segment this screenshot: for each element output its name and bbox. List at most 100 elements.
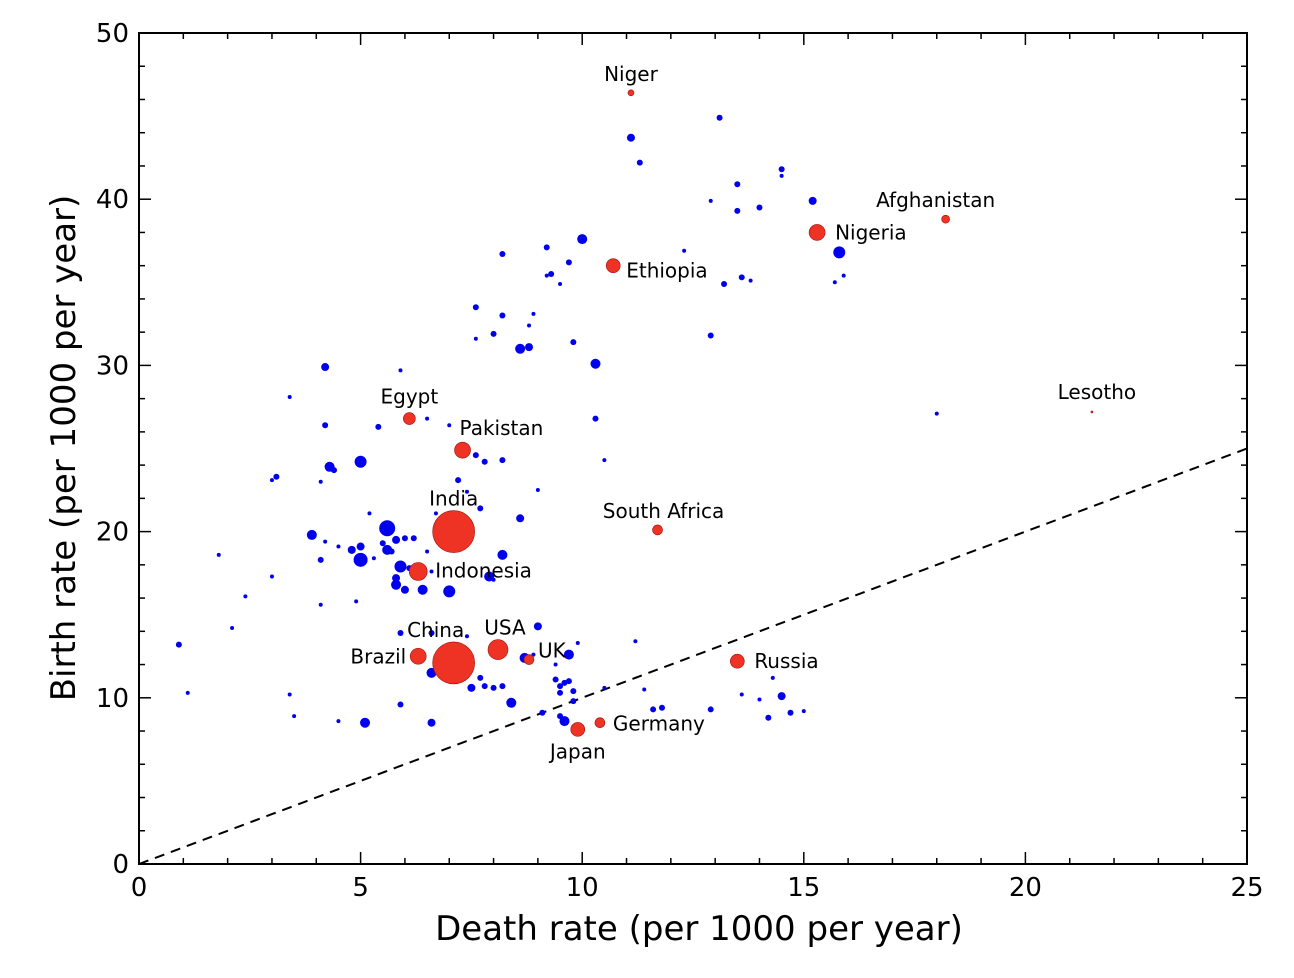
scatter-point	[185, 690, 190, 695]
scatter-point	[398, 368, 403, 373]
scatter-point	[428, 629, 435, 636]
scatter-point	[570, 688, 577, 695]
scatter-point	[347, 545, 356, 554]
scatter-point	[354, 599, 359, 604]
scatter-point	[499, 312, 506, 319]
scatter-point	[443, 585, 456, 598]
scatter-point	[354, 455, 367, 468]
scatter-point	[331, 467, 338, 474]
scatter-point	[499, 457, 506, 464]
highlighted-point	[409, 647, 427, 665]
scatter-point	[539, 709, 546, 716]
scatter-point	[516, 514, 525, 523]
scatter-point	[388, 548, 395, 555]
scatter-point	[433, 511, 438, 516]
scatter-point	[427, 718, 436, 727]
scatter-point	[467, 683, 476, 692]
point-label: China	[407, 618, 464, 642]
scatter-point	[557, 689, 564, 696]
scatter-point	[650, 706, 657, 713]
scatter-point	[570, 339, 577, 346]
scatter-point	[371, 556, 376, 561]
scatter-point	[292, 714, 297, 719]
scatter-point	[391, 579, 402, 590]
scatter-point	[392, 574, 401, 583]
scatter-point	[778, 166, 785, 173]
scatter-point	[525, 343, 534, 352]
scatter-point	[748, 278, 753, 283]
scatter-point	[322, 422, 329, 429]
scatter-point	[721, 280, 728, 287]
scatter-point	[400, 585, 409, 594]
scatter-point	[553, 662, 558, 667]
scatter-point	[734, 207, 741, 214]
highlighted-point	[570, 722, 586, 737]
scatter-point	[477, 505, 484, 512]
scatter-point	[707, 706, 714, 713]
scatter-point	[379, 540, 386, 547]
y-tick-label: 20	[96, 518, 129, 548]
scatter-point	[602, 685, 607, 690]
scatter-point	[401, 535, 408, 542]
highlighted-point	[941, 214, 950, 224]
scatter-point	[490, 330, 497, 337]
scatter-point	[336, 544, 341, 549]
scatter-point	[515, 343, 526, 354]
y-tick-label: 0	[112, 850, 129, 880]
point-label: Afghanistan	[876, 188, 995, 212]
highlighted-point	[487, 639, 509, 660]
scatter-point	[548, 270, 555, 277]
point-label: Egypt	[380, 385, 438, 409]
reference-line	[138, 447, 1248, 865]
scatter-point	[531, 311, 536, 316]
scatter-point	[642, 687, 647, 692]
x-tick-label: 15	[787, 873, 820, 903]
scatter-point	[636, 159, 643, 166]
x-tick-label: 0	[131, 873, 148, 903]
scatter-point	[484, 571, 495, 582]
y-axis-title: Birth rate (per 1000 per year)	[44, 195, 84, 702]
scatter-point	[392, 535, 401, 544]
scatter-point	[808, 196, 817, 205]
scatter-point	[592, 415, 599, 422]
scatter-point	[707, 332, 714, 339]
point-label: Germany	[613, 712, 705, 736]
point-label: Pakistan	[460, 416, 544, 440]
highlighted-point	[808, 224, 826, 241]
scatter-point	[770, 675, 775, 680]
highlighted-point	[627, 89, 635, 97]
scatter-point	[801, 709, 806, 714]
x-axis-title: Death rate (per 1000 per year)	[435, 909, 963, 949]
scatter-point	[787, 709, 794, 716]
scatter-point	[833, 246, 846, 259]
scatter-point	[557, 683, 564, 690]
scatter-point	[559, 716, 570, 727]
scatter-point	[577, 234, 588, 245]
scatter-point	[682, 248, 687, 253]
highlighted-point	[652, 524, 663, 536]
scatter-point	[367, 511, 372, 516]
plot-frame	[138, 32, 1248, 865]
scatter-point	[565, 259, 572, 266]
point-label: Russia	[754, 649, 818, 673]
scatter-point	[397, 629, 404, 636]
scatter-point	[417, 584, 428, 595]
point-label: Lesotho	[1058, 380, 1137, 404]
y-tick-label: 40	[96, 185, 129, 215]
scatter-point	[216, 552, 221, 557]
scatter-point	[375, 423, 382, 430]
scatter-point	[472, 452, 479, 459]
scatter-point	[379, 520, 396, 537]
scatter-point	[321, 363, 330, 372]
scatter-point	[544, 273, 549, 278]
scatter-point	[472, 304, 479, 311]
scatter-point	[318, 602, 323, 607]
scatter-point	[506, 697, 517, 708]
scatter-point	[499, 251, 506, 258]
scatter-point	[779, 173, 784, 178]
highlighted-point	[408, 562, 428, 581]
scatter-point	[336, 719, 341, 724]
x-tick-label: 25	[1230, 873, 1263, 903]
scatter-point	[473, 336, 478, 341]
highlighted-point	[403, 412, 416, 425]
